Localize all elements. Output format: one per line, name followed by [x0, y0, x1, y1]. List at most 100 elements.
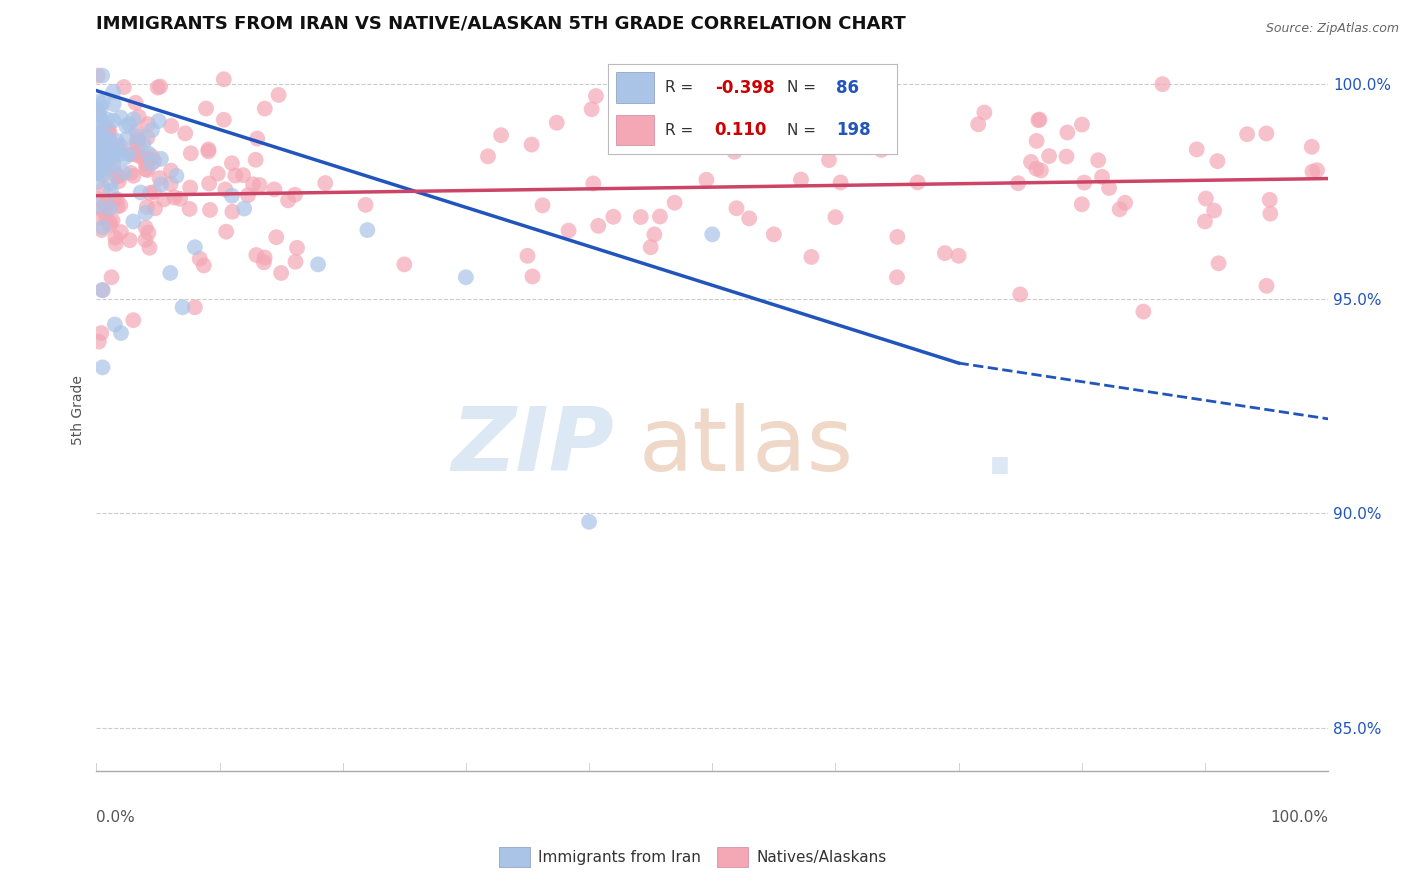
Point: [284, 187, 307, 202]
Point: [91, 283, 114, 297]
Point: [135, 206, 157, 220]
Point: [107, 200, 129, 214]
Point: [314, 176, 336, 190]
Point: [87, 134, 110, 148]
Point: [197, 145, 219, 159]
Point: [112, 80, 135, 95]
Point: [212, 72, 235, 87]
Point: [91, 130, 114, 145]
Point: [454, 270, 477, 285]
Point: [179, 202, 201, 216]
Point: [135, 162, 157, 177]
Point: [477, 149, 499, 163]
Point: [148, 171, 170, 186]
Point: [212, 112, 235, 127]
Point: [264, 230, 287, 244]
Point: [122, 313, 145, 327]
Point: [91, 69, 114, 83]
Point: [86, 166, 108, 180]
Point: [105, 193, 128, 207]
Point: [89, 144, 111, 158]
Point: [602, 210, 624, 224]
Point: [90, 326, 112, 340]
Point: [1132, 304, 1154, 318]
Point: [934, 246, 956, 260]
Point: [89, 112, 111, 126]
Point: [148, 114, 170, 128]
Point: [103, 113, 125, 128]
Point: [94, 197, 117, 211]
Point: [136, 200, 159, 214]
Point: [246, 131, 269, 145]
Point: [90, 125, 112, 139]
Point: [160, 163, 183, 178]
Point: [1070, 197, 1092, 211]
Point: [762, 227, 785, 242]
Point: [143, 154, 166, 169]
Point: [98, 201, 121, 215]
Point: [135, 156, 157, 170]
Point: [1256, 127, 1278, 141]
Point: [1108, 202, 1130, 217]
Point: [134, 233, 156, 247]
Point: [1194, 214, 1216, 228]
Point: [122, 169, 145, 183]
Point: [270, 266, 292, 280]
Point: [94, 139, 117, 153]
Point: [1019, 155, 1042, 169]
Point: [263, 182, 285, 196]
Point: [98, 123, 121, 137]
Point: [100, 270, 122, 285]
Point: [738, 211, 761, 226]
Point: [100, 177, 122, 191]
Text: 0.0%: 0.0%: [97, 810, 135, 825]
Point: [1306, 163, 1329, 178]
Point: [232, 168, 254, 182]
Point: [100, 184, 122, 198]
Point: [725, 201, 748, 215]
Point: [702, 227, 724, 242]
Point: [91, 283, 114, 297]
Point: [91, 157, 114, 171]
Point: [516, 249, 538, 263]
Point: [94, 117, 117, 131]
Point: [103, 97, 125, 112]
Point: [93, 142, 115, 156]
Point: [160, 119, 183, 133]
Point: [94, 161, 117, 176]
Point: [630, 210, 652, 224]
Point: [100, 142, 122, 156]
Point: [136, 146, 159, 161]
Point: [87, 149, 110, 163]
Point: [89, 167, 111, 181]
Point: [86, 103, 108, 118]
Point: [242, 178, 264, 192]
Point: [253, 102, 276, 116]
Point: [1260, 206, 1282, 220]
Point: [267, 87, 290, 102]
Point: [90, 133, 112, 147]
Point: [1185, 142, 1208, 156]
Point: [124, 95, 146, 110]
Point: [800, 250, 823, 264]
Point: [141, 156, 163, 170]
Point: [886, 230, 908, 244]
Point: [110, 111, 132, 125]
Point: [120, 166, 142, 180]
Point: [643, 227, 665, 242]
Point: [143, 202, 166, 216]
Point: [103, 143, 125, 157]
Point: [108, 147, 131, 161]
Point: [122, 147, 145, 161]
Point: [818, 153, 841, 168]
Point: [86, 153, 108, 168]
Point: [198, 177, 221, 191]
Point: [354, 198, 377, 212]
Point: [193, 259, 215, 273]
Point: [131, 150, 153, 164]
Point: [87, 118, 110, 132]
Point: [87, 162, 110, 177]
Point: [640, 240, 662, 254]
Point: [149, 79, 172, 94]
Point: [122, 112, 145, 127]
